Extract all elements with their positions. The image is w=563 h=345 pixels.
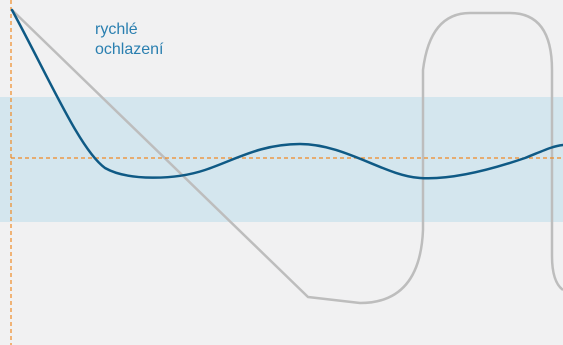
target-band	[0, 97, 563, 222]
label-line-2: ochlazení	[95, 41, 164, 58]
rapid-cooling-label: rychlé ochlazení	[95, 20, 164, 60]
gray-path	[11, 9, 563, 305]
label-line-1: rychlé	[95, 21, 138, 38]
temperature-curve	[10, 8, 563, 180]
